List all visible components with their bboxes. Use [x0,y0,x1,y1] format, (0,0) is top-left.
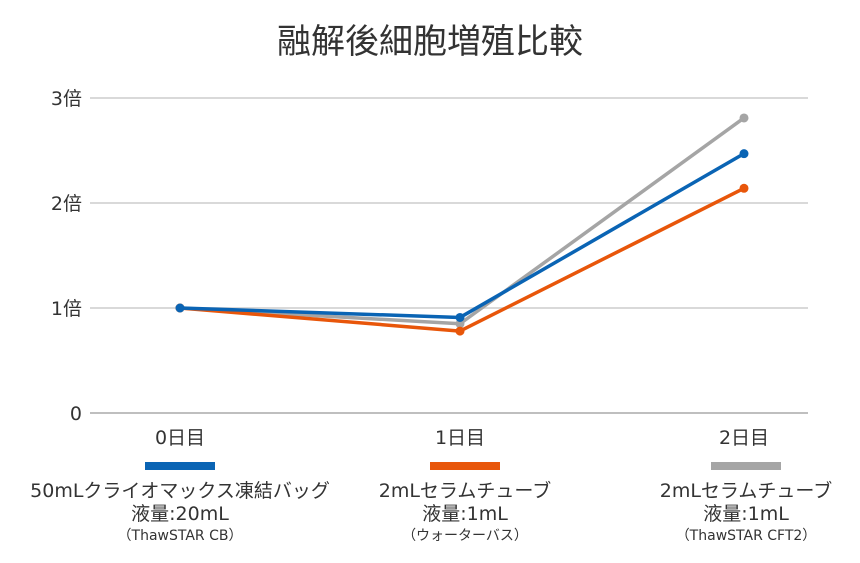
x-tick-label: 2日目 [719,427,769,449]
legend-method: （ThawSTAR CB） [117,528,243,544]
legend-volume: 液量:1mL [703,503,789,525]
legend-label: 2mLセラムチューブ [659,480,833,502]
legend-item-cft2: 2mLセラムチューブ 液量:1mL （ThawSTAR CFT2） [576,462,860,546]
legend-swatch [145,462,215,470]
x-tick-label: 0日目 [155,427,205,449]
chart-title: 融解後細胞増殖比較 [277,22,583,62]
legend-label: 2mLセラムチューブ [378,480,552,502]
legend-item-waterbath: 2mLセラムチューブ 液量:1mL （ウォーターバス） [295,462,635,546]
legend-volume: 液量:1mL [422,503,508,525]
data-point [175,303,185,313]
data-point [455,312,465,322]
series-line [179,116,746,326]
data-point [739,149,749,159]
x-tick-label: 1日目 [435,427,485,449]
y-tick-label: 0 [70,403,82,425]
legend-swatch [430,462,500,470]
data-point [739,113,749,123]
y-tick-label: 2倍 [51,193,82,215]
legend-item-cryomax: 50mLクライオマックス凍結バッグ 液量:20mL （ThawSTAR CB） [10,462,350,546]
legend-swatch [711,462,781,470]
data-point [739,183,749,193]
legend-label: 50mLクライオマックス凍結バッグ [30,480,330,502]
legend-method: （ThawSTAR CFT2） [675,528,817,544]
data-point [455,326,465,336]
legend-volume: 液量:20mL [131,503,229,525]
y-tick-label: 3倍 [51,88,82,110]
data-point [455,319,465,329]
legend-method: （ウォーターバス） [402,528,528,544]
y-tick-label: 1倍 [51,298,82,320]
